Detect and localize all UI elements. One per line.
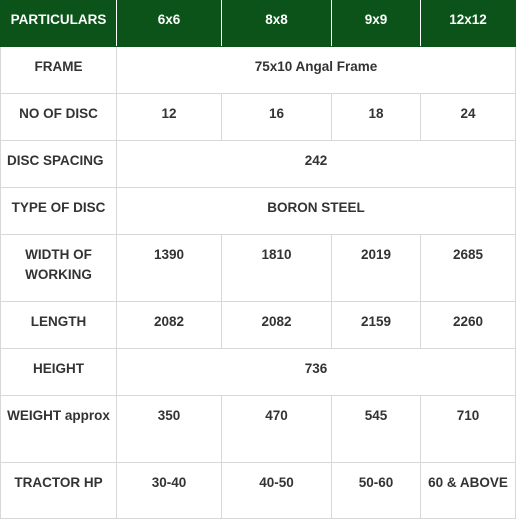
table-cell: 18 <box>331 93 421 141</box>
table-cell: 2082 <box>221 301 332 349</box>
table-cell: 60 & ABOVE <box>420 462 516 519</box>
row-label-tractor-hp: TRACTOR HP <box>0 462 117 519</box>
header-12x12: 12x12 <box>420 0 516 47</box>
table-row-frame: FRAME 75x10 Angal Frame <box>0 46 516 94</box>
header-8x8: 8x8 <box>221 0 332 47</box>
table-row-width-of-working: WIDTH OF WORKING 1390 1810 2019 2685 <box>0 234 516 302</box>
table-header: PARTICULARS 6x6 8x8 9x9 12x12 <box>0 0 516 47</box>
table-body: FRAME 75x10 Angal Frame NO OF DISC 12 16… <box>0 46 516 519</box>
table-row-height: HEIGHT 736 <box>0 348 516 396</box>
row-label-length: LENGTH <box>0 301 117 349</box>
header-9x9: 9x9 <box>331 0 421 47</box>
table-cell: 16 <box>221 93 332 141</box>
row-label-weight: WEIGHT approx <box>0 395 117 463</box>
table-cell: 2260 <box>420 301 516 349</box>
table-cell: 350 <box>116 395 222 463</box>
row-label-disc-spacing: DISC SPACING <box>0 140 117 188</box>
table-row-tractor-hp: TRACTOR HP 30-40 40-50 50-60 60 & ABOVE <box>0 462 516 519</box>
table-row-type-of-disc: TYPE OF DISC BORON STEEL <box>0 187 516 235</box>
table-cell: 12 <box>116 93 222 141</box>
frame-value: 75x10 Angal Frame <box>116 46 516 94</box>
header-particulars: PARTICULARS <box>0 0 117 47</box>
table-cell: 30-40 <box>116 462 222 519</box>
table-cell: 50-60 <box>331 462 421 519</box>
row-label-type-of-disc: TYPE OF DISC <box>0 187 117 235</box>
table-cell: 24 <box>420 93 516 141</box>
table-cell: 40-50 <box>221 462 332 519</box>
table-cell: 2685 <box>420 234 516 302</box>
table-row-weight: WEIGHT approx 350 470 545 710 <box>0 395 516 463</box>
table-cell: 2082 <box>116 301 222 349</box>
table-cell: 2019 <box>331 234 421 302</box>
table-row-no-of-disc: NO OF DISC 12 16 18 24 <box>0 93 516 141</box>
row-label-no-of-disc: NO OF DISC <box>0 93 117 141</box>
table-cell: 470 <box>221 395 332 463</box>
type-of-disc-value: BORON STEEL <box>116 187 516 235</box>
disc-spacing-value: 242 <box>116 140 516 188</box>
row-label-height: HEIGHT <box>0 348 117 396</box>
table-cell: 2159 <box>331 301 421 349</box>
table-row-length: LENGTH 2082 2082 2159 2260 <box>0 301 516 349</box>
header-row: PARTICULARS 6x6 8x8 9x9 12x12 <box>0 0 516 47</box>
row-label-width-of-working: WIDTH OF WORKING <box>0 234 117 302</box>
height-value: 736 <box>116 348 516 396</box>
table-cell: 545 <box>331 395 421 463</box>
table-cell: 1810 <box>221 234 332 302</box>
table-cell: 1390 <box>116 234 222 302</box>
header-6x6: 6x6 <box>116 0 222 47</box>
table-cell: 710 <box>420 395 516 463</box>
row-label-frame: FRAME <box>0 46 117 94</box>
table-row-disc-spacing: DISC SPACING 242 <box>0 140 516 188</box>
